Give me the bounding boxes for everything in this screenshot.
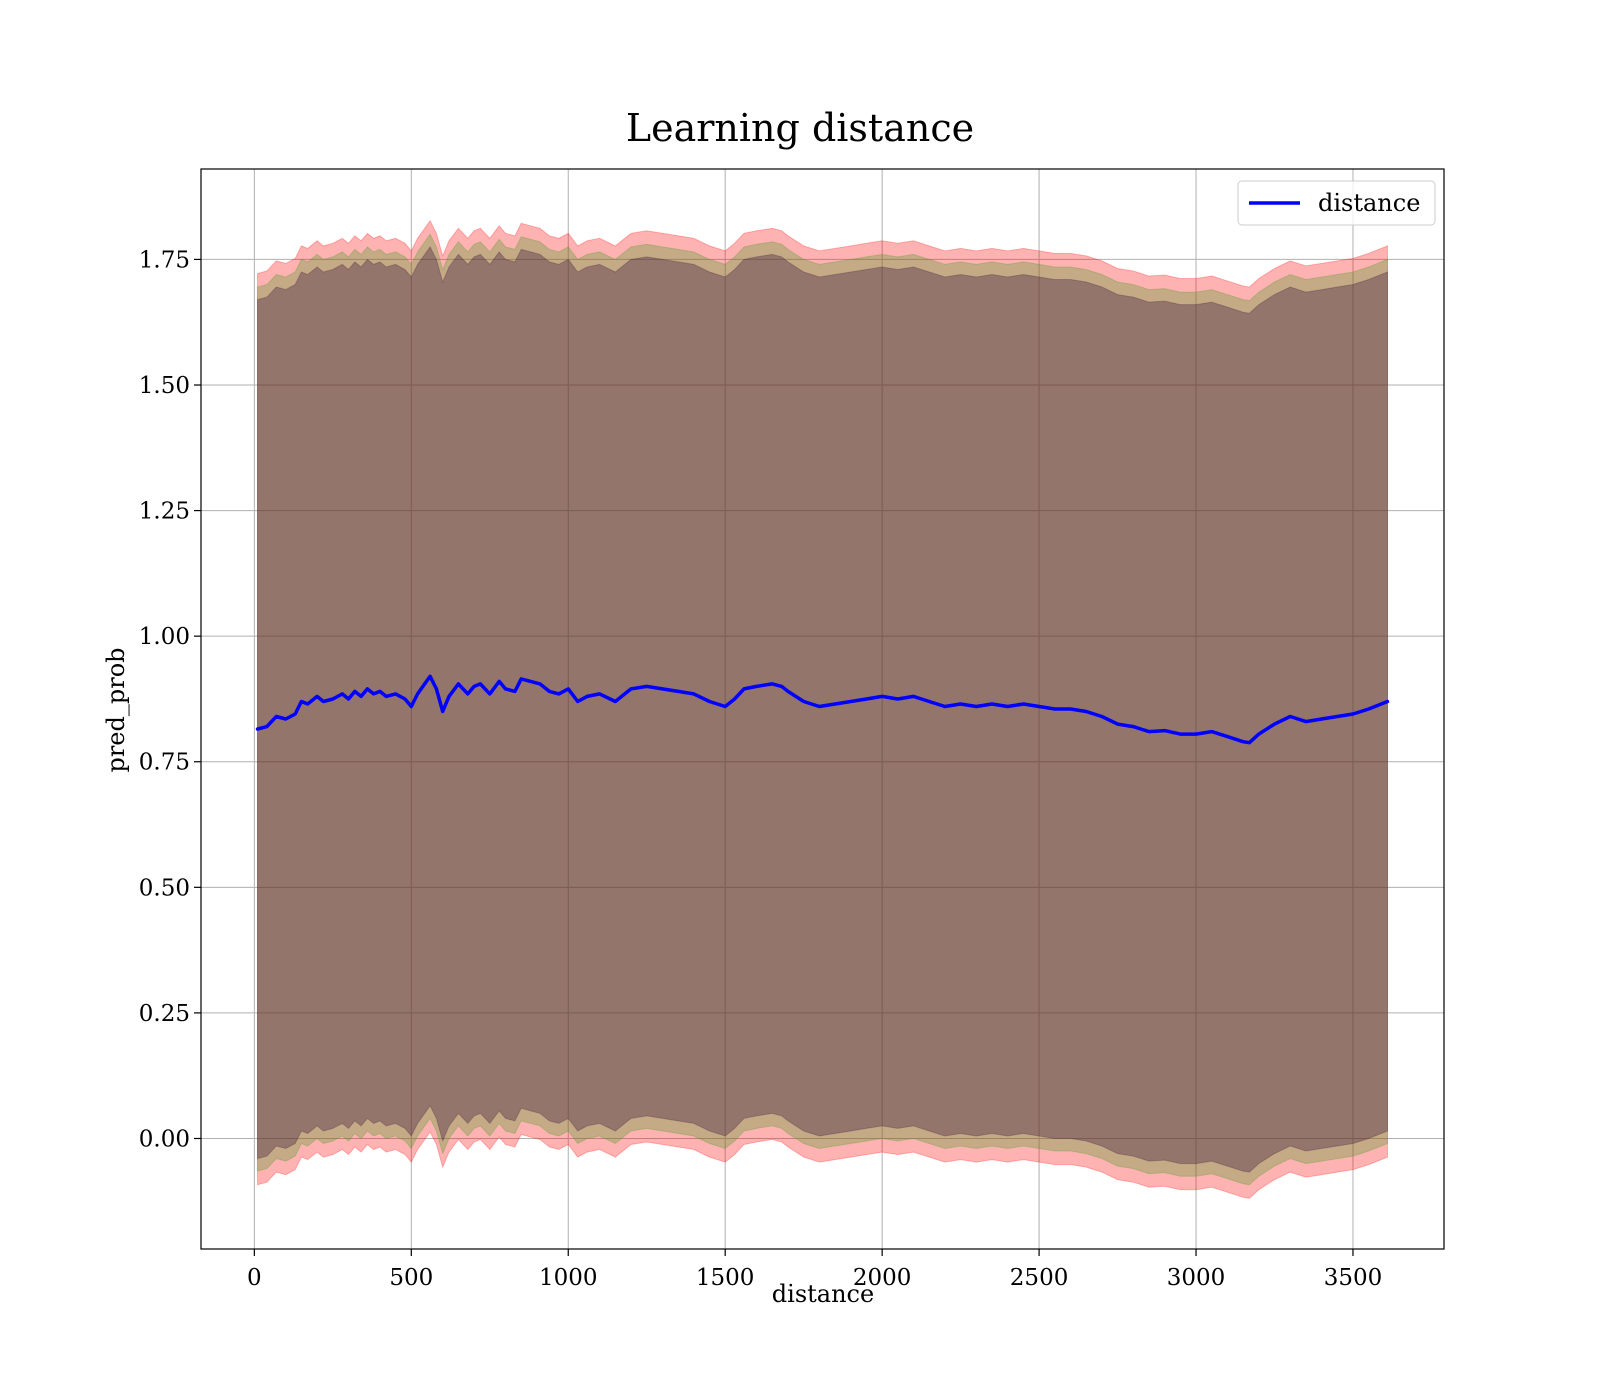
y-tick-label: 1.50 <box>139 373 190 399</box>
x-tick-label: 0 <box>247 1265 262 1291</box>
y-axis-label: pred_prob <box>102 647 130 772</box>
x-tick-label: 1500 <box>696 1265 755 1291</box>
legend: distance <box>1237 180 1436 226</box>
x-axis-label: distance <box>772 1280 874 1308</box>
axis-ticks: 0 500 1000 1500 2000 2500 3000 3500 0.00 0.25 0.50… <box>139 247 1382 1291</box>
x-tick-label: 3500 <box>1324 1265 1383 1291</box>
y-tick-label: 1.00 <box>139 624 190 650</box>
confidence-band-0 <box>257 219 1388 1199</box>
y-tick-label: 1.75 <box>139 247 190 273</box>
confidence-band-2 <box>257 245 1388 1173</box>
x-tick-label: 3000 <box>1167 1265 1226 1291</box>
legend-box <box>1237 180 1436 226</box>
legend-label-distance: distance <box>1318 189 1420 217</box>
confidence-band-1 <box>257 233 1388 1186</box>
x-tick-label: 2500 <box>1010 1265 1069 1291</box>
y-tick-label: 1.25 <box>139 499 190 525</box>
series-lines <box>255 674 1390 745</box>
chart-title: Learning distance <box>626 106 974 150</box>
plot-frame <box>200 168 1445 1250</box>
confidence-bands <box>257 219 1388 1199</box>
grid <box>201 169 1444 1249</box>
y-tick-label: 0.00 <box>139 1126 190 1152</box>
y-tick-label: 0.75 <box>139 750 190 776</box>
x-tick-label: 2000 <box>853 1265 912 1291</box>
x-tick-label: 500 <box>389 1265 433 1291</box>
y-tick-label: 0.50 <box>139 875 190 901</box>
y-tick-label: 0.25 <box>139 1001 190 1027</box>
x-tick-label: 1000 <box>539 1265 598 1291</box>
series-line-distance <box>255 674 1390 745</box>
